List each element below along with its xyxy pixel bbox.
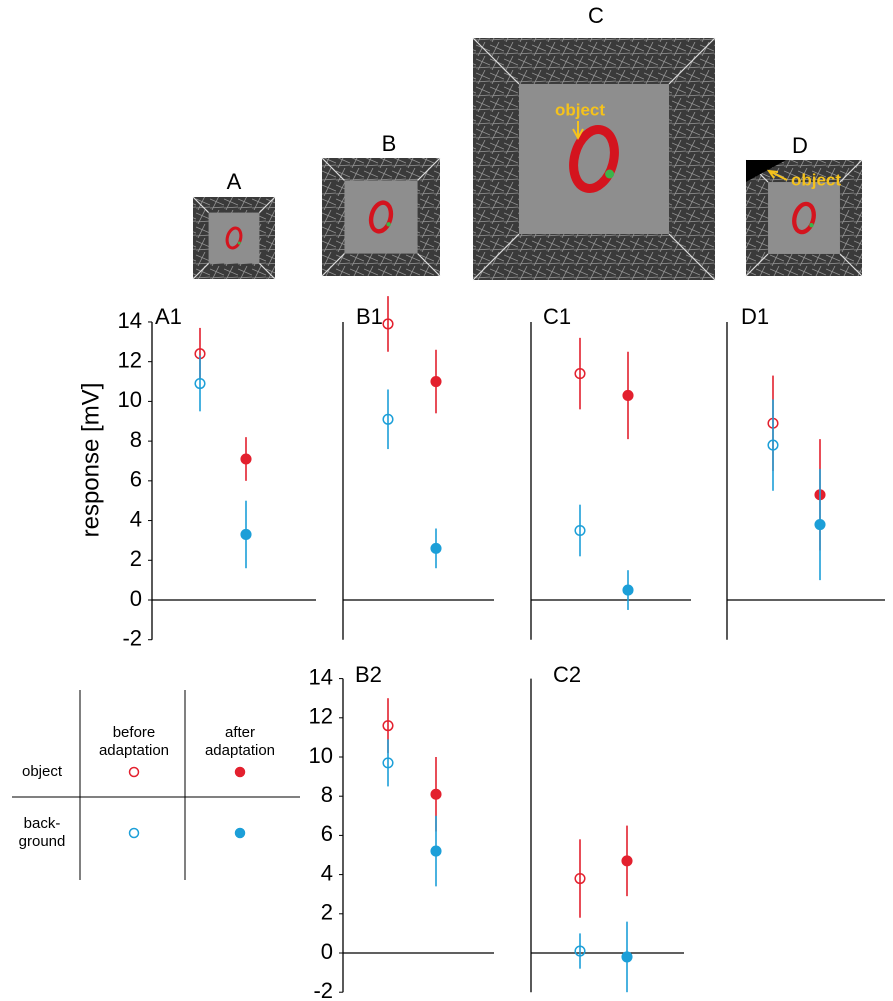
stimulus-label: B bbox=[382, 131, 397, 156]
panel-title: B1 bbox=[356, 304, 383, 329]
data-point bbox=[431, 846, 441, 856]
object-dot bbox=[238, 242, 241, 245]
panel-title: A1 bbox=[155, 304, 182, 329]
data-point bbox=[815, 520, 825, 530]
y-tick-label: 8 bbox=[321, 782, 333, 807]
stimulus-center bbox=[768, 182, 840, 254]
stimulus-center bbox=[209, 213, 260, 264]
data-point bbox=[575, 369, 585, 379]
stimulus-image bbox=[193, 197, 275, 279]
legend-row: object bbox=[22, 763, 63, 780]
y-tick-label: 12 bbox=[309, 704, 333, 729]
data-point bbox=[575, 946, 585, 956]
stimulus-label: D bbox=[792, 133, 808, 158]
data-point bbox=[623, 391, 633, 401]
legend-column: after bbox=[225, 724, 255, 741]
figure: A B Cobject Dobject A1 -2 0 2 4 6 8 10 12 14 response … bbox=[0, 0, 893, 1001]
object-dot bbox=[605, 170, 614, 179]
legend-row: back- bbox=[24, 815, 61, 832]
y-tick-label: 0 bbox=[130, 586, 142, 611]
object-dot bbox=[386, 222, 390, 226]
data-point bbox=[575, 874, 585, 884]
stimulus-label: C bbox=[588, 3, 604, 28]
annotation: object bbox=[555, 100, 605, 119]
y-tick-label: 6 bbox=[130, 467, 142, 492]
y-tick-label: 0 bbox=[321, 939, 333, 964]
stimulus-image bbox=[322, 158, 440, 276]
legend-marker bbox=[130, 768, 139, 777]
data-point bbox=[383, 758, 393, 768]
y-tick-label: 2 bbox=[321, 900, 333, 925]
y-tick-label: -2 bbox=[313, 978, 333, 1001]
y-tick-label: 8 bbox=[130, 427, 142, 452]
legend-marker bbox=[236, 829, 245, 838]
stimulus-label: A bbox=[227, 169, 242, 194]
object-dot bbox=[809, 223, 813, 227]
data-point bbox=[768, 440, 778, 450]
legend-row: ground bbox=[19, 833, 66, 850]
y-tick-label: 10 bbox=[118, 387, 142, 412]
data-point bbox=[195, 379, 205, 389]
y-tick-label: 4 bbox=[130, 506, 142, 531]
y-tick-label: 4 bbox=[321, 860, 333, 885]
data-point bbox=[383, 414, 393, 424]
annotation: object bbox=[791, 170, 841, 189]
panel-title: C2 bbox=[553, 662, 581, 687]
data-point bbox=[623, 585, 633, 595]
panel-title: D1 bbox=[741, 304, 769, 329]
data-point bbox=[431, 377, 441, 387]
y-tick-label: -2 bbox=[122, 626, 142, 651]
data-point bbox=[622, 856, 632, 866]
legend-marker bbox=[130, 829, 139, 838]
panel-title: C1 bbox=[543, 304, 571, 329]
data-point bbox=[431, 544, 441, 554]
y-tick-label: 10 bbox=[309, 743, 333, 768]
legend-column: adaptation bbox=[205, 742, 275, 759]
y-axis-label: response [mV] bbox=[77, 383, 104, 538]
legend-marker bbox=[236, 768, 245, 777]
legend-column: before bbox=[113, 724, 156, 741]
y-tick-label: 12 bbox=[118, 347, 142, 372]
stimulus-image bbox=[473, 38, 715, 280]
stimulus-center bbox=[344, 180, 417, 253]
y-tick-label: 2 bbox=[130, 546, 142, 571]
data-point bbox=[383, 721, 393, 731]
data-point bbox=[575, 526, 585, 536]
data-point bbox=[622, 952, 632, 962]
legend-column: adaptation bbox=[99, 742, 169, 759]
y-tick-label: 14 bbox=[309, 664, 333, 689]
panel-title: B2 bbox=[355, 662, 382, 687]
data-point bbox=[383, 319, 393, 329]
y-tick-label: 14 bbox=[118, 308, 142, 333]
data-point bbox=[431, 789, 441, 799]
data-point bbox=[241, 454, 251, 464]
y-tick-label: 6 bbox=[321, 821, 333, 846]
data-point bbox=[241, 530, 251, 540]
